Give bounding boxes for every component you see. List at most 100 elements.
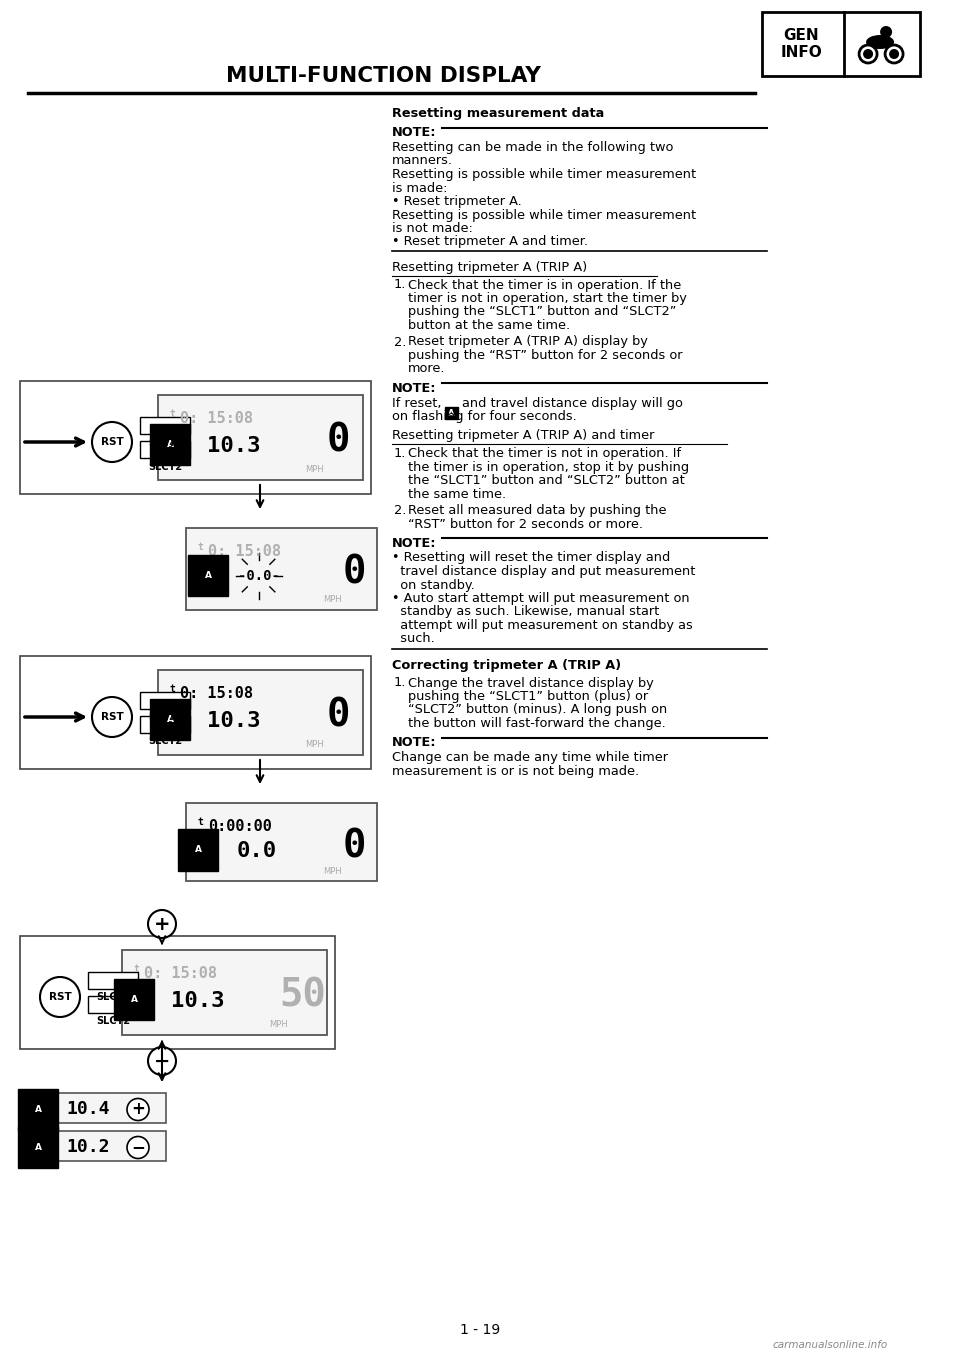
Text: measurement is or is not being made.: measurement is or is not being made. — [392, 765, 639, 778]
Text: manners.: manners. — [392, 155, 453, 167]
Text: −: − — [154, 1051, 170, 1070]
Text: Change can be made any time while timer: Change can be made any time while timer — [392, 751, 668, 765]
FancyBboxPatch shape — [158, 395, 363, 479]
Text: RST: RST — [49, 991, 71, 1002]
Text: −: − — [132, 1138, 145, 1157]
Text: Resetting can be made in the following two: Resetting can be made in the following t… — [392, 141, 673, 153]
Text: 10.3: 10.3 — [207, 436, 260, 456]
Text: SLCT1: SLCT1 — [96, 993, 130, 1002]
Text: +: + — [132, 1100, 145, 1119]
Text: “RST” button for 2 seconds or more.: “RST” button for 2 seconds or more. — [408, 517, 643, 531]
Text: 0: 15:08: 0: 15:08 — [144, 966, 217, 980]
Text: 1 - 19: 1 - 19 — [460, 1323, 500, 1338]
Text: SLCT1: SLCT1 — [148, 437, 182, 448]
Text: t: t — [170, 684, 176, 694]
Text: Correcting tripmeter A (TRIP A): Correcting tripmeter A (TRIP A) — [392, 659, 621, 672]
Text: more.: more. — [408, 363, 445, 376]
Text: If reset,: If reset, — [392, 397, 442, 410]
Circle shape — [880, 26, 892, 38]
FancyBboxPatch shape — [158, 669, 363, 755]
Text: 0: 15:08: 0: 15:08 — [180, 411, 253, 426]
Text: 1.: 1. — [394, 676, 406, 690]
Text: the “SLCT1” button and “SLCT2” button at: the “SLCT1” button and “SLCT2” button at — [408, 474, 684, 488]
Text: t: t — [134, 964, 140, 974]
Text: pushing the “SLCT1” button and “SLCT2”: pushing the “SLCT1” button and “SLCT2” — [408, 306, 677, 319]
Text: 50: 50 — [279, 976, 325, 1014]
Text: pushing the “SLCT1” button (plus) or: pushing the “SLCT1” button (plus) or — [408, 690, 648, 703]
Text: 0: 15:08: 0: 15:08 — [180, 686, 253, 701]
Text: 0:00:00: 0:00:00 — [208, 819, 272, 834]
Text: RST: RST — [101, 712, 124, 722]
Circle shape — [40, 976, 80, 1017]
Text: MPH: MPH — [305, 464, 324, 474]
Text: standby as such. Likewise, manual start: standby as such. Likewise, manual start — [392, 606, 660, 618]
Circle shape — [92, 422, 132, 462]
Text: such.: such. — [392, 633, 435, 645]
Text: • Reset tripmeter A and timer.: • Reset tripmeter A and timer. — [392, 235, 588, 249]
Text: A: A — [447, 409, 454, 417]
Text: Reset all measured data by pushing the: Reset all measured data by pushing the — [408, 504, 666, 517]
Circle shape — [863, 49, 873, 58]
FancyBboxPatch shape — [186, 803, 377, 881]
Text: and travel distance display will go: and travel distance display will go — [462, 397, 683, 410]
Text: travel distance display and put measurement: travel distance display and put measurem… — [392, 565, 695, 579]
Circle shape — [92, 697, 132, 737]
FancyBboxPatch shape — [20, 382, 371, 494]
Text: Check that the timer is not in operation. If: Check that the timer is not in operation… — [408, 447, 682, 460]
Text: carmanualsonline.info: carmanualsonline.info — [773, 1340, 888, 1350]
FancyBboxPatch shape — [762, 12, 920, 76]
Text: attempt will put measurement on standby as: attempt will put measurement on standby … — [392, 619, 693, 631]
Text: t: t — [198, 818, 204, 827]
Circle shape — [127, 1137, 149, 1158]
Text: NOTE:: NOTE: — [392, 126, 437, 140]
Text: RST: RST — [101, 437, 124, 447]
Text: 0: 0 — [343, 827, 366, 865]
Text: 2.: 2. — [394, 504, 406, 517]
Text: 2.: 2. — [394, 335, 406, 349]
Text: NOTE:: NOTE: — [392, 536, 437, 550]
FancyBboxPatch shape — [444, 407, 458, 420]
Text: is made:: is made: — [392, 182, 447, 194]
Text: Resetting is possible while timer measurement: Resetting is possible while timer measur… — [392, 168, 696, 181]
FancyBboxPatch shape — [140, 417, 190, 435]
Text: 0: 15:08: 0: 15:08 — [208, 545, 281, 559]
Text: 10.3: 10.3 — [171, 991, 225, 1010]
Text: SLCT1: SLCT1 — [148, 713, 182, 722]
Text: Resetting tripmeter A (TRIP A) and timer: Resetting tripmeter A (TRIP A) and timer — [392, 429, 655, 443]
Text: • Reset tripmeter A.: • Reset tripmeter A. — [392, 196, 521, 208]
Text: on flashing for four seconds.: on flashing for four seconds. — [392, 410, 577, 422]
Text: pushing the “RST” button for 2 seconds or: pushing the “RST” button for 2 seconds o… — [408, 349, 683, 363]
Text: SLCT2: SLCT2 — [96, 1017, 130, 1027]
Text: A: A — [166, 440, 174, 448]
Text: t: t — [170, 409, 176, 420]
FancyBboxPatch shape — [20, 936, 335, 1048]
FancyBboxPatch shape — [186, 528, 377, 610]
Text: 0: 0 — [326, 697, 350, 735]
FancyBboxPatch shape — [88, 972, 138, 989]
Text: +: + — [154, 914, 170, 933]
Text: • Resetting will reset the timer display and: • Resetting will reset the timer display… — [392, 551, 670, 565]
Text: SLCT2: SLCT2 — [148, 462, 182, 471]
Text: 10.3: 10.3 — [207, 712, 260, 731]
Text: A: A — [204, 572, 211, 580]
Text: SLCT2: SLCT2 — [148, 736, 182, 747]
Text: 10.2: 10.2 — [66, 1138, 109, 1157]
FancyBboxPatch shape — [28, 1093, 166, 1123]
Ellipse shape — [866, 35, 894, 49]
Circle shape — [148, 1047, 176, 1076]
Text: GEN
INFO: GEN INFO — [780, 27, 823, 60]
Text: Resetting tripmeter A (TRIP A): Resetting tripmeter A (TRIP A) — [392, 261, 588, 274]
Text: on standby.: on standby. — [392, 579, 475, 592]
Text: • Auto start attempt will put measurement on: • Auto start attempt will put measuremen… — [392, 592, 689, 606]
Circle shape — [889, 49, 900, 58]
Text: the same time.: the same time. — [408, 488, 506, 501]
Text: A: A — [35, 1143, 41, 1152]
FancyBboxPatch shape — [140, 716, 190, 733]
Circle shape — [859, 45, 877, 62]
Text: 10.4: 10.4 — [66, 1100, 109, 1119]
Text: MPH: MPH — [324, 595, 343, 604]
Text: Resetting is possible while timer measurement: Resetting is possible while timer measur… — [392, 209, 696, 221]
Text: Reset tripmeter A (TRIP A) display by: Reset tripmeter A (TRIP A) display by — [408, 335, 648, 349]
Text: MPH: MPH — [324, 866, 343, 876]
FancyBboxPatch shape — [88, 995, 138, 1013]
